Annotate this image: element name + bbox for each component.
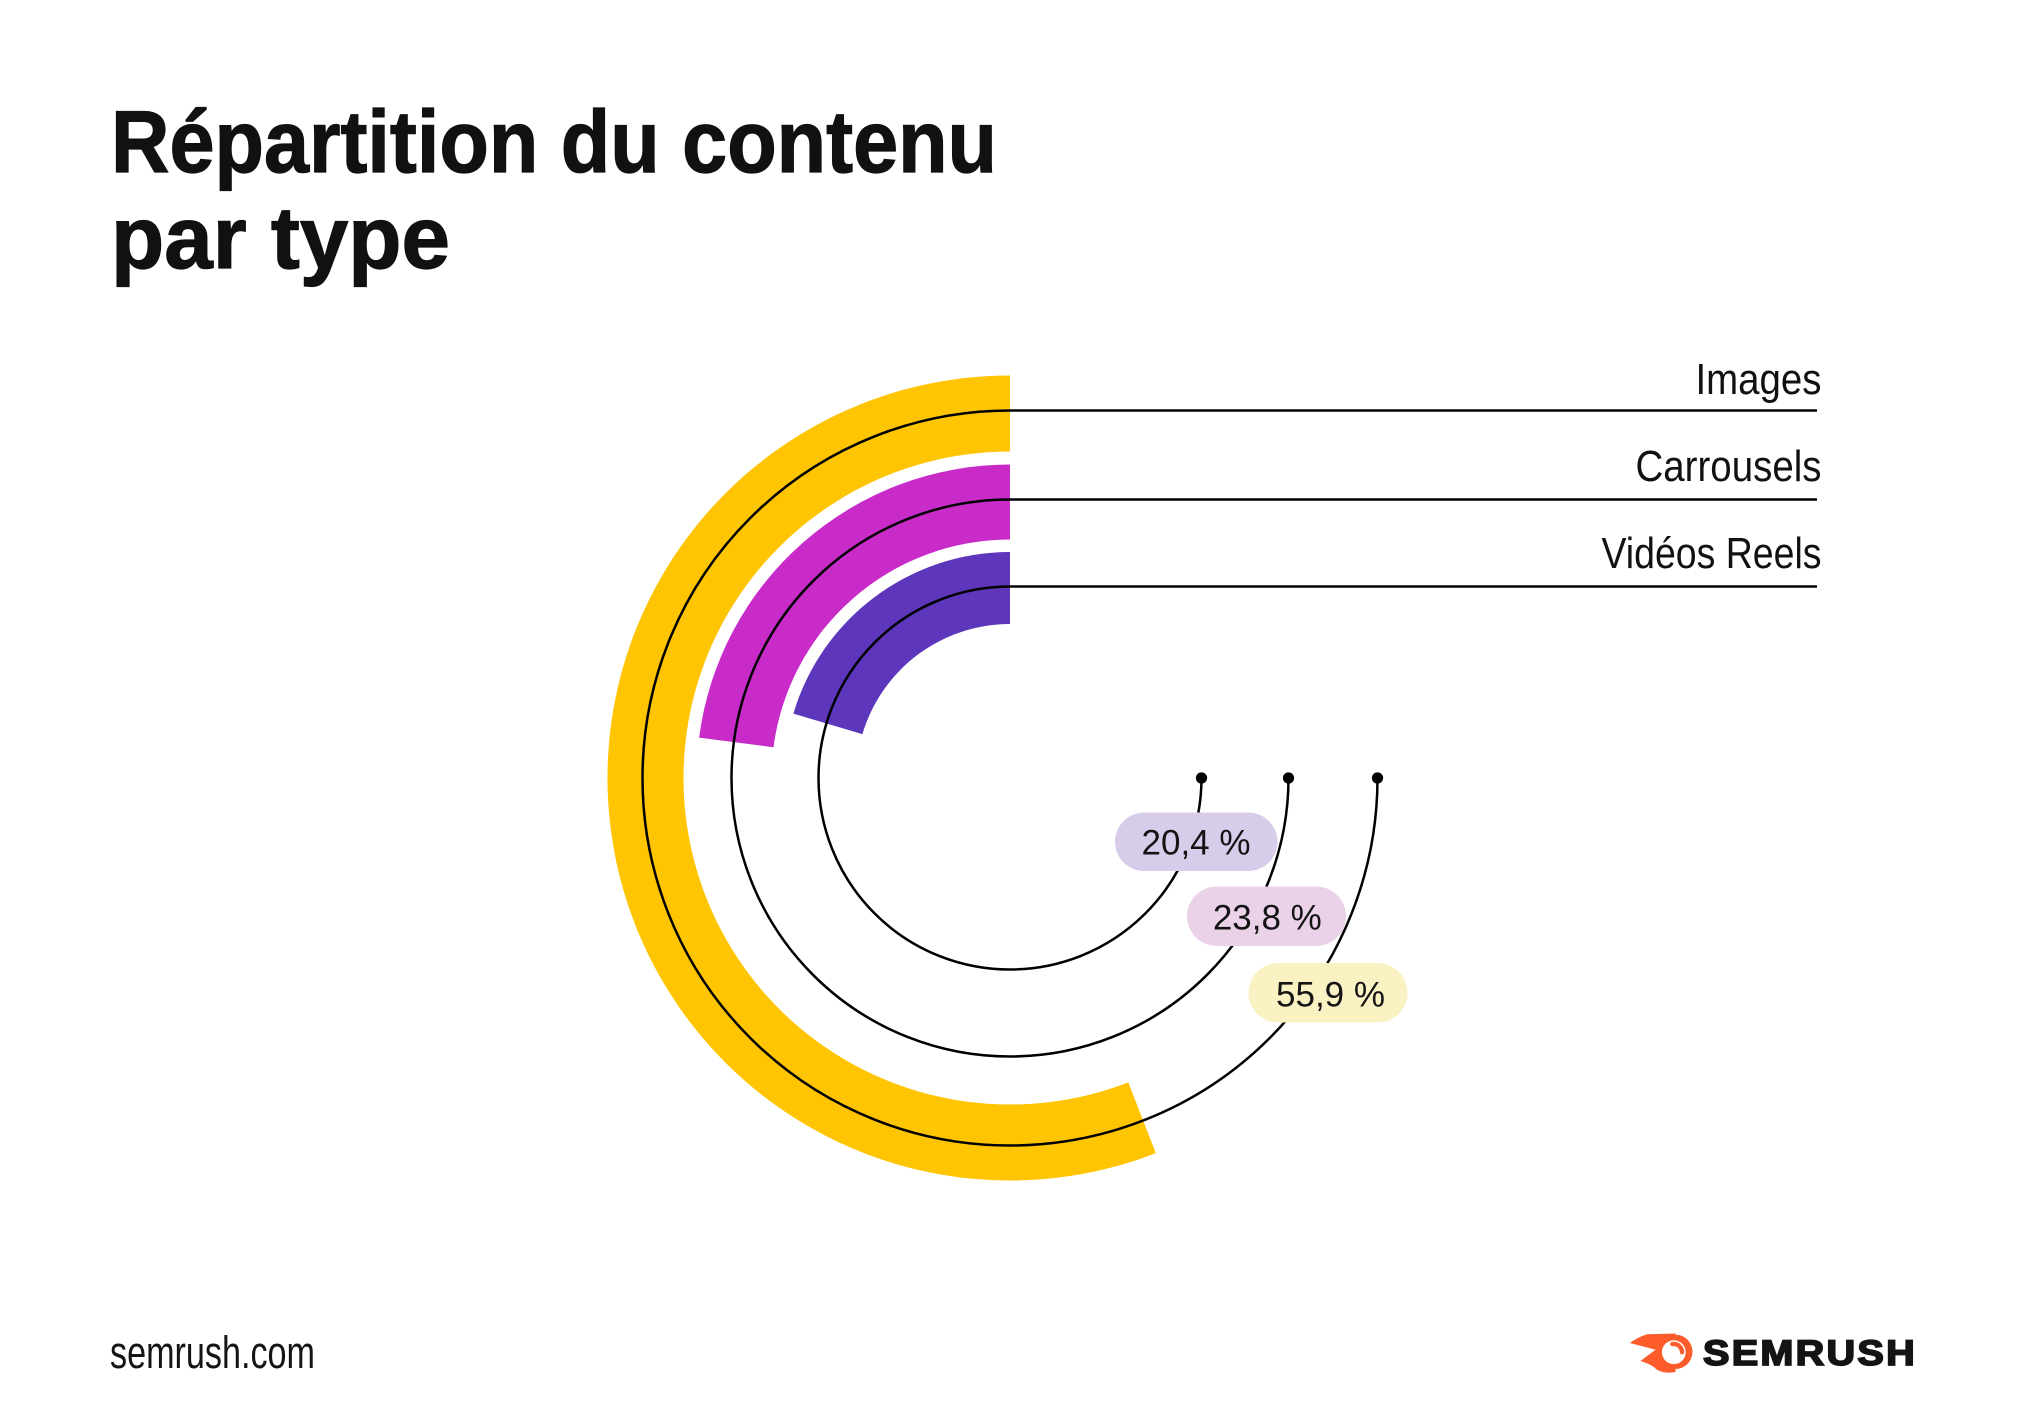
- svg-text:Images: Images: [1696, 355, 1822, 404]
- svg-text:20,4 %: 20,4 %: [1142, 824, 1251, 863]
- svg-text:par type: par type: [111, 188, 450, 287]
- svg-text:semrush.com: semrush.com: [110, 1327, 315, 1378]
- svg-text:Carrousels: Carrousels: [1636, 442, 1822, 491]
- svg-text:Répartition du contenu: Répartition du contenu: [111, 92, 997, 191]
- svg-text:23,8 %: 23,8 %: [1213, 899, 1322, 938]
- svg-text:Vidéos Reels: Vidéos Reels: [1602, 529, 1822, 578]
- svg-text:55,9 %: 55,9 %: [1276, 976, 1385, 1015]
- svg-text:SEMRUSH: SEMRUSH: [1703, 1334, 1917, 1373]
